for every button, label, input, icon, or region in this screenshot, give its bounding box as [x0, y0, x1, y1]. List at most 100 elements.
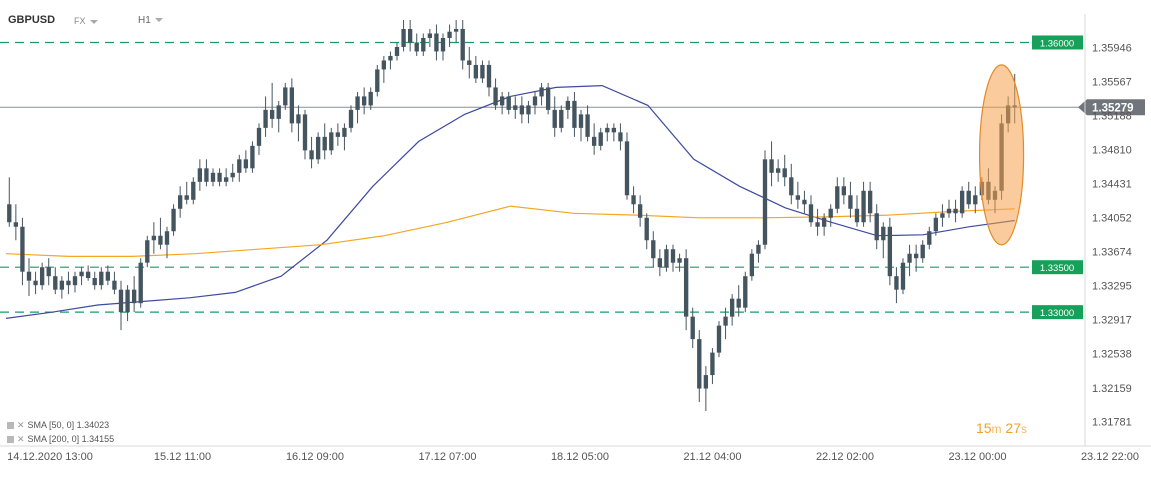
candle-body — [782, 168, 787, 178]
candle-body — [559, 109, 564, 128]
candle-body — [401, 28, 406, 47]
candle-body — [703, 375, 709, 389]
candle-body — [66, 280, 71, 286]
indicator-sma200[interactable]: ✕ SMA [200, 0] 1.34155 — [7, 434, 114, 445]
horizontal-levels: 1.36000 1.33500 1.33000 1.35279 — [0, 35, 1145, 320]
candle-body — [302, 114, 308, 151]
candle-body — [296, 114, 301, 124]
indicator-value: 1.34023 — [76, 420, 110, 430]
candle-body — [158, 235, 163, 245]
candle-body — [756, 244, 761, 254]
candle-body — [808, 204, 814, 223]
candles — [7, 20, 1017, 412]
y-tick-label: 1.32917 — [1092, 315, 1132, 327]
candle-body — [743, 276, 748, 308]
candle-body — [151, 235, 157, 241]
candle-body — [92, 277, 97, 286]
level-label: 1.33000 — [1040, 308, 1074, 319]
candle-body — [250, 145, 255, 169]
candle-body — [499, 96, 505, 106]
visibility-icon[interactable] — [7, 422, 14, 430]
candle-body — [605, 127, 610, 133]
visibility-icon[interactable] — [7, 436, 14, 444]
candle-body — [657, 258, 663, 268]
timer-minutes: 15 — [975, 420, 992, 436]
candle-body — [112, 280, 117, 290]
level-label: 1.36000 — [1040, 38, 1074, 49]
candle-body — [670, 249, 676, 263]
timeframe-label: H1 — [138, 15, 151, 26]
candle-body — [565, 100, 571, 110]
candle-body — [33, 280, 38, 286]
y-tick-label: 1.32538 — [1092, 349, 1132, 361]
indicator-sma50[interactable]: ✕ SMA [50, 0] 1.34023 — [7, 420, 109, 431]
candle-body — [644, 217, 649, 241]
candle-body — [263, 109, 268, 128]
level-label: 1.33500 — [1040, 263, 1074, 274]
candle-body — [467, 60, 472, 65]
candle-body — [197, 168, 203, 182]
indicator-label: SMA [50, 0] — [27, 420, 75, 430]
candle-body — [315, 136, 321, 160]
candle-body — [85, 271, 91, 278]
candle-body — [953, 208, 958, 214]
candle-body — [651, 240, 656, 259]
axes: 1.35946 1.35567 1.35188 1.34810 1.34431 1.340… — [0, 14, 1151, 463]
close-icon[interactable]: ✕ — [17, 434, 25, 444]
x-tick-label: 22.12 02:00 — [816, 451, 874, 463]
symbol-label[interactable]: GBPUSD — [8, 14, 56, 26]
candle-body — [335, 132, 341, 137]
candle-body — [716, 325, 722, 353]
candle-body — [959, 190, 965, 214]
candle-body — [427, 33, 433, 38]
candle-body — [329, 132, 334, 151]
candle-body — [309, 150, 314, 160]
candle-body — [552, 109, 557, 128]
candle-body — [453, 28, 459, 32]
candle-body — [795, 195, 801, 200]
current-price-tag — [1078, 99, 1145, 116]
sma200-line — [5, 205, 1015, 257]
candle-body — [946, 208, 952, 214]
market-selector[interactable]: FX — [74, 16, 98, 26]
timer-seconds: 27 — [1005, 420, 1021, 436]
candle-body — [39, 267, 45, 286]
candle-body — [887, 226, 893, 277]
candle-body — [526, 105, 531, 115]
candle-body — [736, 298, 741, 308]
candle-body — [171, 208, 176, 232]
candle-body — [440, 37, 446, 52]
close-icon[interactable]: ✕ — [17, 420, 25, 430]
current-price-label: 1.35279 — [1092, 102, 1134, 114]
candle-body — [388, 55, 393, 61]
candle-body — [230, 172, 235, 178]
candle-body — [545, 87, 551, 110]
y-tick-label: 1.33674 — [1092, 247, 1132, 259]
candle-body — [256, 127, 262, 146]
candle-body — [631, 195, 636, 205]
candle-body — [72, 276, 78, 286]
candle-body — [447, 31, 452, 38]
timeframe-selector[interactable]: H1 — [138, 15, 163, 26]
chevron-down-icon — [89, 19, 98, 24]
candle-body — [966, 190, 971, 205]
highlight-layer — [978, 64, 1025, 246]
candle-body — [217, 172, 222, 182]
candle-body — [46, 267, 51, 277]
candle-body — [677, 258, 682, 263]
candle-body — [276, 105, 281, 119]
candle-body — [322, 136, 327, 151]
candle-body — [355, 96, 360, 110]
candle-body — [789, 177, 794, 196]
candle-body — [480, 64, 485, 79]
candle-body — [164, 231, 170, 245]
candle-body — [585, 114, 590, 137]
candle-body — [177, 195, 183, 209]
candle-body — [532, 96, 538, 106]
candle-body — [848, 195, 853, 209]
chevron-down-icon — [154, 18, 163, 23]
candle-body — [539, 87, 544, 97]
candle-body — [210, 172, 216, 182]
